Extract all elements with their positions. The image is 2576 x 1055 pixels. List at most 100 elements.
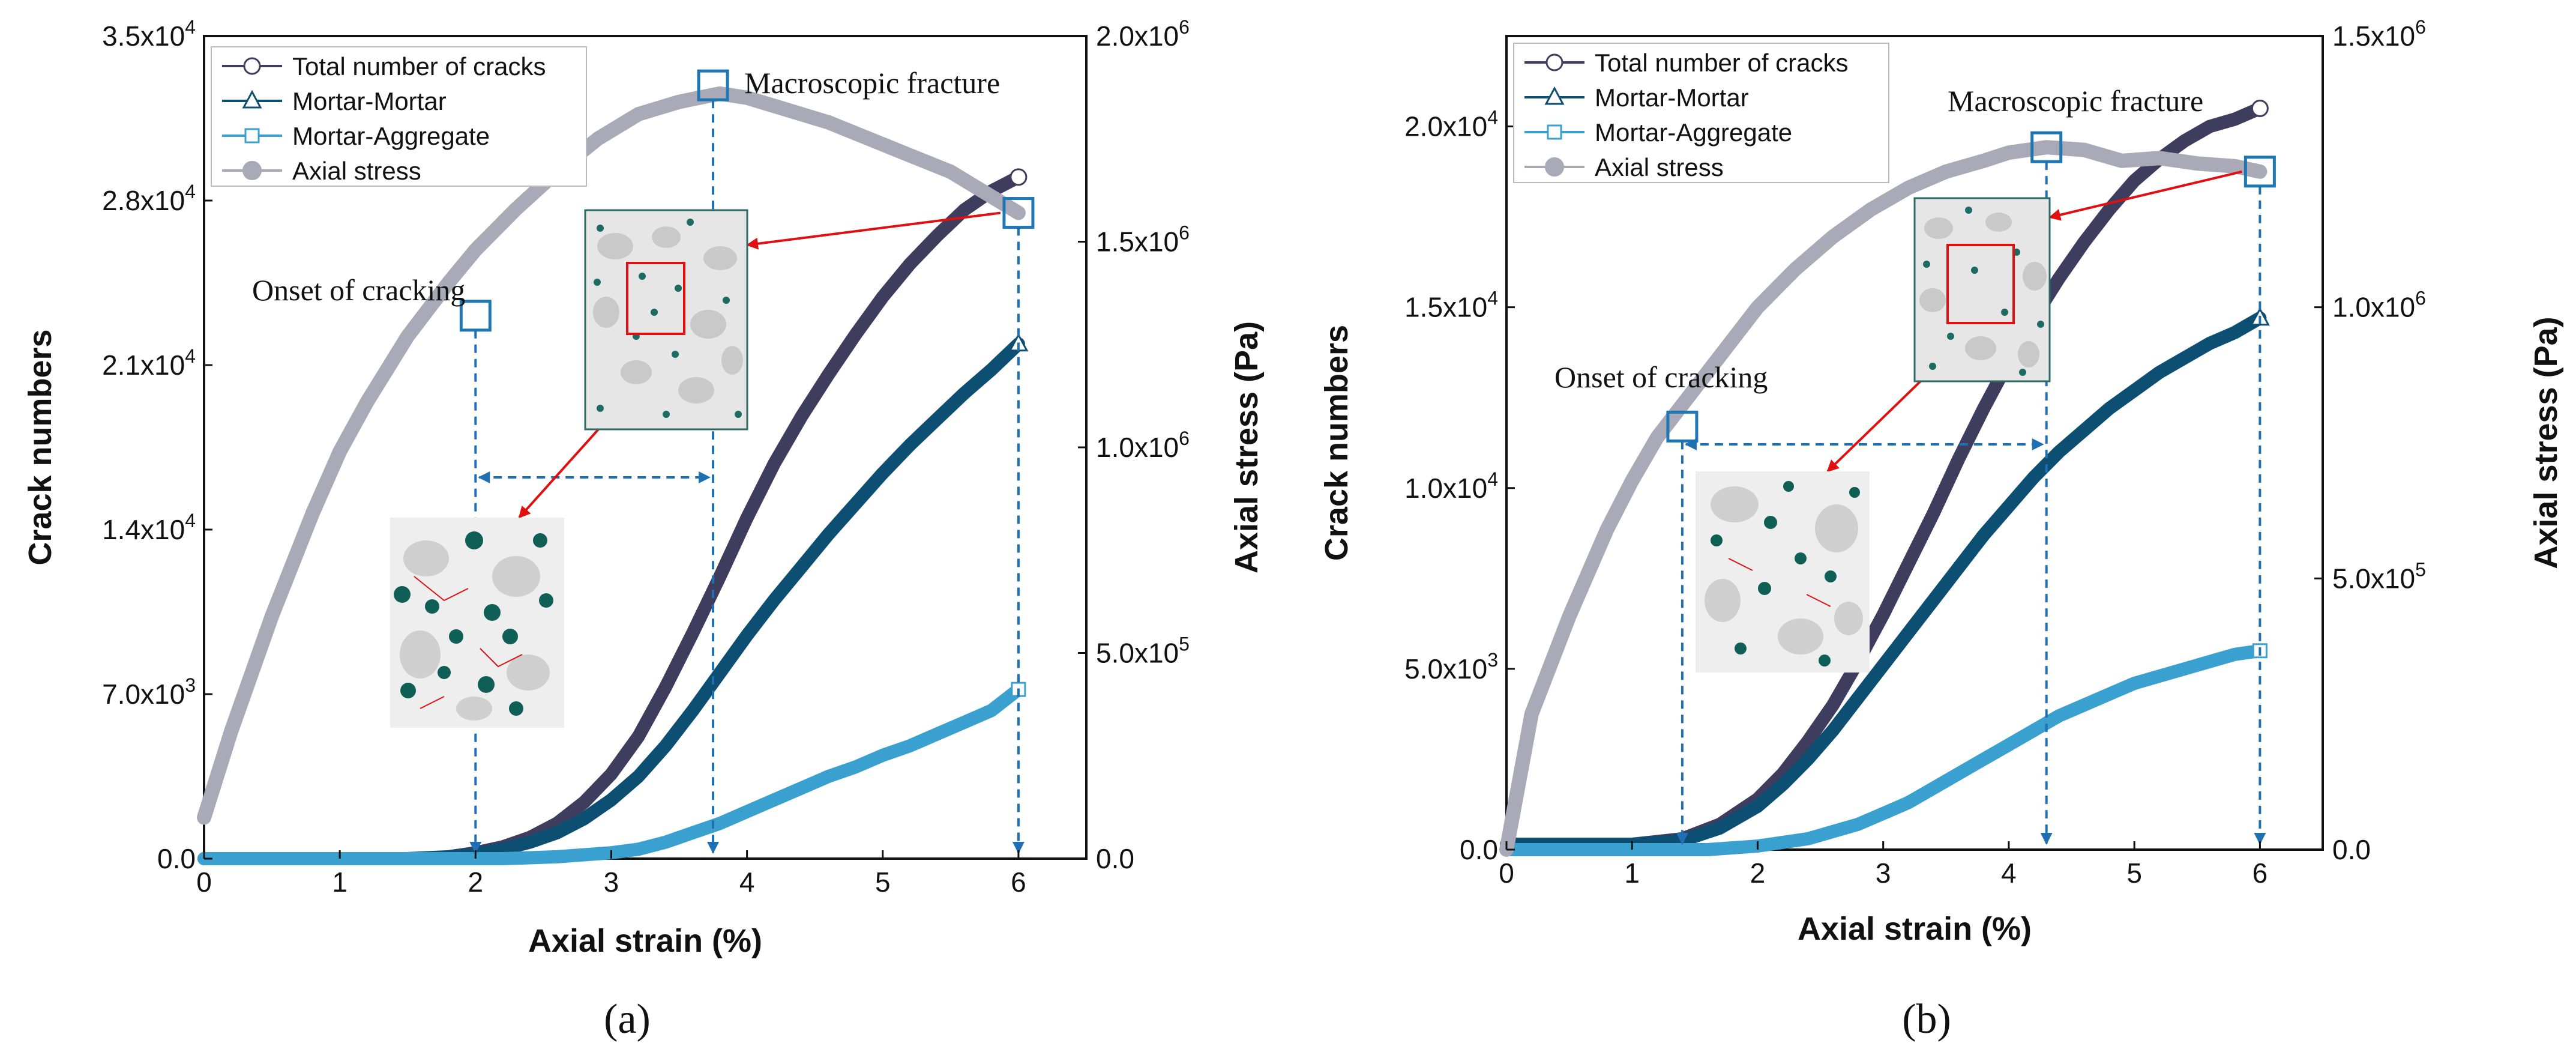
- x-axis-label: Axial strain (%): [1798, 911, 2032, 947]
- tick-mantissa: 0.0: [157, 843, 196, 874]
- tick-label: 7.0x103: [102, 674, 196, 710]
- tick-label: 2.0x104: [1404, 107, 1498, 142]
- tick-label: 1.0x106: [1096, 428, 1190, 463]
- x-tick-label: 3: [1876, 857, 1891, 889]
- panel-caption: (b): [1902, 996, 1951, 1042]
- tick-label: 2.0x106: [1096, 16, 1190, 52]
- tick-label: 1.5x104: [1404, 288, 1498, 323]
- tick-mantissa: 7.0x10: [102, 679, 185, 710]
- x-tick-label: 2: [468, 866, 484, 898]
- red-arrow-to-specimen: [2048, 170, 2242, 221]
- tick-mantissa: 5.0x10: [2332, 563, 2415, 594]
- x-tick-label: 6: [1011, 866, 1026, 898]
- tick-mantissa: 2.8x10: [102, 185, 185, 216]
- event-marker: [459, 300, 492, 332]
- y2-axis-label: Axial stress (Pa): [1229, 321, 1265, 573]
- y2-axis-label: Axial stress (Pa): [2528, 316, 2564, 569]
- tick-exponent: 5: [2415, 558, 2426, 580]
- legend: Total number of cracks Mortar-Mortar Morta…: [211, 46, 587, 187]
- tick-mantissa: 5.0x10: [1096, 638, 1179, 669]
- event-annotation: Macroscopic fracture: [1948, 84, 2203, 118]
- legend-marker-circle: [1545, 53, 1563, 71]
- tick-exponent: 6: [1179, 222, 1190, 244]
- tick-mantissa: 3.5x10: [102, 20, 185, 52]
- tick-exponent: 4: [1487, 107, 1498, 128]
- series-axial-stress: [1499, 140, 2268, 857]
- series-mortar-mortar: [197, 337, 1025, 865]
- tick-mantissa: 1.4x10: [102, 514, 185, 545]
- marker-total-end: [2251, 99, 2269, 117]
- tick-mantissa: 2.0x10: [1096, 20, 1179, 52]
- tick-exponent: 4: [1487, 468, 1498, 490]
- legend-label: Mortar-Mortar: [1595, 83, 1749, 112]
- tick-label: 2.1x104: [102, 345, 196, 381]
- legend-marker-circle: [243, 57, 261, 75]
- tick-label: 0.0: [1096, 843, 1134, 874]
- x-tick-label: 5: [2126, 857, 2142, 889]
- tick-mantissa: 1.5x10: [2332, 20, 2415, 52]
- inset-zoom-image: [390, 518, 564, 728]
- tick-exponent: 4: [185, 510, 196, 531]
- x-tick-label: 5: [875, 866, 891, 898]
- tick-label: 1.4x104: [102, 510, 196, 545]
- event-annotation: Onset of cracking: [252, 273, 465, 307]
- legend-label: Mortar-Aggregate: [292, 122, 490, 150]
- chart-panel-b: Onset of cracking Macroscopic fracture 0 1…: [1319, 16, 2564, 1042]
- tick-mantissa: 2.0x10: [1404, 111, 1487, 142]
- event-annotation: Macroscopic fracture: [744, 66, 1000, 100]
- event-annotation: Onset of cracking: [1554, 360, 1768, 394]
- series-layer: [1499, 99, 2276, 857]
- panel-caption: (a): [604, 996, 651, 1042]
- legend-label: Total number of cracks: [292, 52, 546, 80]
- legend-label: Mortar-Mortar: [292, 87, 447, 115]
- tick-label: 0.0: [1460, 834, 1498, 865]
- tick-label: 5.0x105: [1096, 633, 1190, 669]
- legend-marker-square: [1547, 124, 1562, 140]
- x-tick-label: 0: [196, 866, 212, 898]
- series-total-cracks: [1500, 101, 2267, 851]
- tick-layer: 0 1 2 3 4 5 60.07.0x1031.4x1042.1x1042.8x1043.…: [22, 16, 1265, 1042]
- x-tick-label: 4: [2001, 857, 2017, 889]
- legend-label: Axial stress: [1595, 153, 1724, 181]
- tick-mantissa: 1.0x10: [2332, 292, 2415, 323]
- tick-exponent: 3: [185, 674, 196, 696]
- legend-marker-triangle: [1544, 86, 1565, 105]
- x-tick-label: 2: [1750, 857, 1766, 889]
- y-axis-label: Crack numbers: [1319, 325, 1355, 561]
- series-mortar-mortar: [1500, 311, 2267, 851]
- tick-label: 5.0x103: [1404, 649, 1498, 685]
- tick-mantissa: 1.5x10: [1404, 292, 1487, 323]
- tick-exponent: 6: [1179, 428, 1190, 449]
- chart-panel-a: Onset of cracking Macroscopic fracture 0 1…: [22, 16, 1265, 1042]
- tick-mantissa: 0.0: [2332, 834, 2371, 865]
- tick-exponent: 6: [2415, 16, 2426, 38]
- legend: Total number of cracks Mortar-Mortar Morta…: [1513, 43, 1889, 183]
- legend-marker-dot: [242, 161, 262, 180]
- red-arrow-to-specimen: [746, 211, 1001, 250]
- tick-mantissa: 0.0: [1096, 843, 1134, 874]
- legend-label: Total number of cracks: [1595, 49, 1849, 77]
- x-tick-label: 1: [1624, 857, 1640, 889]
- legend-marker-triangle: [242, 89, 262, 109]
- inset-specimen-image: [584, 209, 748, 431]
- marker-total-end: [1010, 168, 1028, 186]
- inset-zoom-image: [1696, 471, 1870, 673]
- tick-exponent: 4: [185, 181, 196, 202]
- x-tick-label: 0: [1499, 857, 1514, 889]
- x-tick-label: 1: [332, 866, 348, 898]
- legend-marker-square: [244, 128, 260, 144]
- guide-layer: Onset of cracking Macroscopic fracture: [1554, 84, 2266, 845]
- inset-specimen-image: [1913, 197, 2051, 382]
- legend-label: Axial stress: [292, 157, 421, 185]
- tick-label: 2.8x104: [102, 181, 196, 216]
- tick-label: 1.0x104: [1404, 468, 1498, 504]
- tick-layer: 0 1 2 3 4 5 60.05.0x1031.0x1041.5x1042.0x1040.…: [1319, 16, 2564, 1042]
- tick-mantissa: 0.0: [1460, 834, 1498, 865]
- series-mortar-aggregate: [1500, 644, 2267, 856]
- x-tick-label: 4: [739, 866, 755, 898]
- series-layer: [197, 86, 1035, 865]
- tick-label: 1.5x106: [2332, 16, 2426, 52]
- tick-exponent: 3: [1487, 649, 1498, 671]
- tick-mantissa: 1.0x10: [1096, 432, 1179, 463]
